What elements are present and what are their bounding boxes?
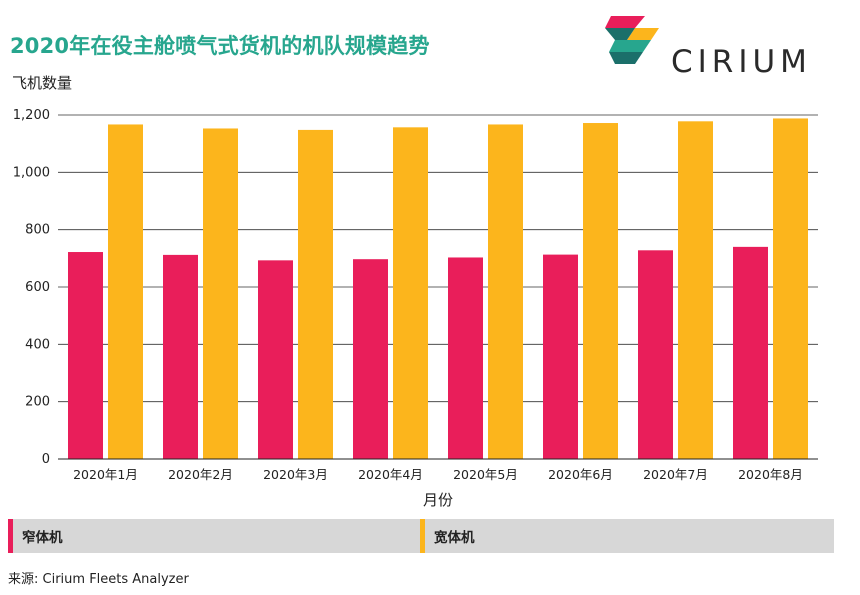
x-tick-label: 2020年4月 xyxy=(358,467,423,482)
bar-narrowbody xyxy=(733,246,768,459)
bar-widebody xyxy=(203,128,238,459)
legend-item-narrowbody: 窄体机 xyxy=(8,519,63,553)
x-tick-label: 2020年8月 xyxy=(738,467,803,482)
cirium-logo: CIRIUM xyxy=(605,14,835,84)
chart-title: 2020年在役主舱喷气式货机的机队规模趋势 xyxy=(10,34,430,58)
legend-label-widebody: 宽体机 xyxy=(434,530,475,546)
bar-widebody xyxy=(773,118,808,459)
source-note: 来源: Cirium Fleets Analyzer xyxy=(8,572,189,587)
x-tick-label: 2020年1月 xyxy=(73,467,138,482)
bar-narrowbody xyxy=(258,260,293,459)
bar-narrowbody xyxy=(638,250,673,459)
y-tick-label: 400 xyxy=(25,337,50,352)
legend: 窄体机 宽体机 xyxy=(8,519,834,553)
x-axis-ticks: 2020年1月 2020年2月 2020年3月 2020年4月 2020年5月 2020年… xyxy=(73,467,803,482)
x-tick-label: 2020年2月 xyxy=(168,467,233,482)
bar-narrowbody xyxy=(448,257,483,459)
y-tick-label: 600 xyxy=(25,280,50,295)
bar-widebody xyxy=(108,124,143,460)
legend-swatch-narrowbody xyxy=(8,519,13,553)
bar-widebody xyxy=(393,127,428,460)
y-tick-label: 800 xyxy=(25,223,50,238)
bar-widebody xyxy=(583,123,618,459)
x-tick-label: 2020年3月 xyxy=(263,467,328,482)
x-tick-label: 2020年5月 xyxy=(453,467,518,482)
bars xyxy=(68,118,808,460)
x-tick-label: 2020年7月 xyxy=(643,467,708,482)
brand-name: CIRIUM xyxy=(671,44,812,80)
bar-narrowbody xyxy=(163,254,198,459)
y-axis-label: 飞机数量 xyxy=(12,74,73,92)
bar-widebody xyxy=(298,129,333,459)
x-axis-title: 月份 xyxy=(423,491,453,509)
x-tick-label: 2020年6月 xyxy=(548,467,613,482)
cirium-logo-mark xyxy=(605,16,659,64)
bar-narrowbody xyxy=(543,254,578,459)
bar-widebody xyxy=(678,121,713,459)
legend-swatch-widebody xyxy=(420,519,425,553)
legend-label-narrowbody: 窄体机 xyxy=(22,530,63,546)
y-tick-label: 0 xyxy=(42,452,50,467)
y-tick-label: 1,000 xyxy=(13,165,50,180)
y-tick-label: 200 xyxy=(25,395,50,410)
legend-item-widebody: 宽体机 xyxy=(420,519,475,553)
bar-narrowbody xyxy=(68,252,103,459)
y-tick-label: 1,200 xyxy=(13,108,50,123)
bar-widebody xyxy=(488,124,523,460)
bar-narrowbody xyxy=(353,259,388,459)
y-axis-ticks: 0 200 400 600 800 1,000 1,200 xyxy=(13,108,50,467)
